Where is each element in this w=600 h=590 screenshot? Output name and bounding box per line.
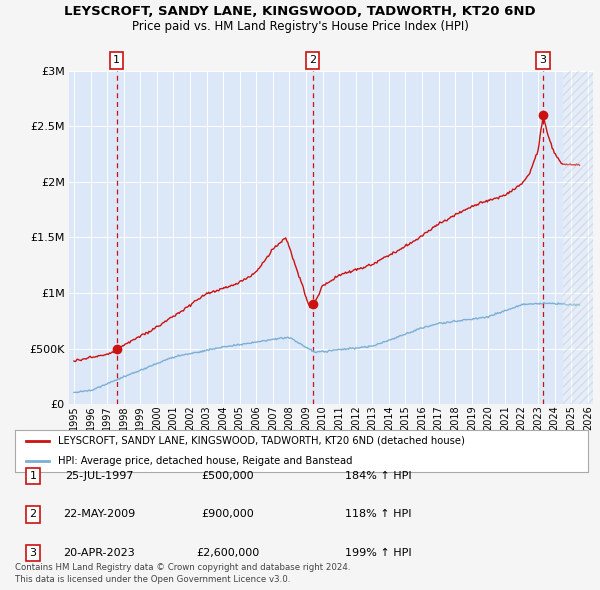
- Text: LEYSCROFT, SANDY LANE, KINGSWOOD, TADWORTH, KT20 6ND (detached house): LEYSCROFT, SANDY LANE, KINGSWOOD, TADWOR…: [58, 436, 465, 446]
- Text: 184% ↑ HPI: 184% ↑ HPI: [345, 471, 412, 481]
- Text: LEYSCROFT, SANDY LANE, KINGSWOOD, TADWORTH, KT20 6ND: LEYSCROFT, SANDY LANE, KINGSWOOD, TADWOR…: [64, 5, 536, 18]
- Text: 3: 3: [539, 55, 547, 65]
- Text: 25-JUL-1997: 25-JUL-1997: [65, 471, 133, 481]
- Text: Contains HM Land Registry data © Crown copyright and database right 2024.: Contains HM Land Registry data © Crown c…: [15, 563, 350, 572]
- Text: £500,000: £500,000: [202, 471, 254, 481]
- Text: 118% ↑ HPI: 118% ↑ HPI: [345, 510, 412, 519]
- Text: £900,000: £900,000: [202, 510, 254, 519]
- Text: 199% ↑ HPI: 199% ↑ HPI: [345, 548, 412, 558]
- Text: 1: 1: [113, 55, 120, 65]
- Text: 3: 3: [29, 548, 37, 558]
- Text: 20-APR-2023: 20-APR-2023: [63, 548, 135, 558]
- Text: 2: 2: [29, 510, 37, 519]
- Text: HPI: Average price, detached house, Reigate and Banstead: HPI: Average price, detached house, Reig…: [58, 455, 352, 466]
- Text: 22-MAY-2009: 22-MAY-2009: [63, 510, 135, 519]
- Text: 2: 2: [309, 55, 316, 65]
- Text: This data is licensed under the Open Government Licence v3.0.: This data is licensed under the Open Gov…: [15, 575, 290, 584]
- Text: 1: 1: [29, 471, 37, 481]
- Text: Price paid vs. HM Land Registry's House Price Index (HPI): Price paid vs. HM Land Registry's House …: [131, 20, 469, 33]
- Text: £2,600,000: £2,600,000: [196, 548, 260, 558]
